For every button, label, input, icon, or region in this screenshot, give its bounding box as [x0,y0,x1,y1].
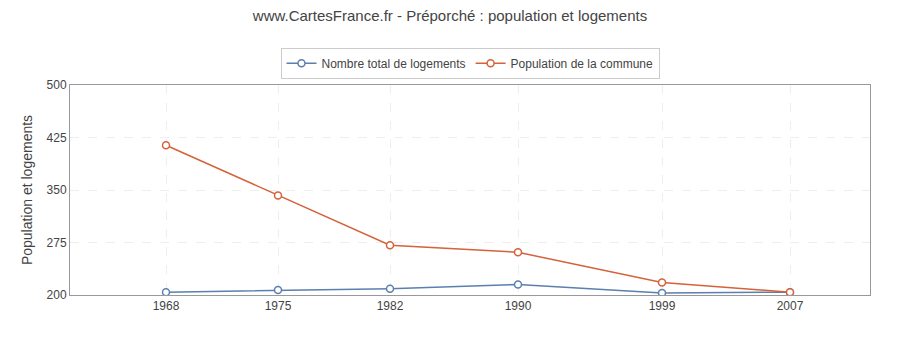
svg-text:1999: 1999 [649,299,676,313]
svg-text:www.CartesFrance.fr - Préporch: www.CartesFrance.fr - Préporché : popula… [252,7,647,24]
svg-text:1982: 1982 [377,299,404,313]
svg-text:2007: 2007 [777,299,804,313]
svg-text:1975: 1975 [265,299,292,313]
svg-text:350: 350 [47,183,67,197]
svg-text:200: 200 [47,288,67,302]
svg-text:275: 275 [47,236,67,250]
svg-text:1990: 1990 [505,299,532,313]
svg-text:1968: 1968 [153,299,180,313]
svg-text:Nombre total de logements: Nombre total de logements [322,57,466,71]
svg-text:Population et logements: Population et logements [19,115,35,265]
svg-text:425: 425 [47,131,67,145]
svg-text:500: 500 [47,78,67,92]
svg-text:Population de la commune: Population de la commune [511,57,653,71]
